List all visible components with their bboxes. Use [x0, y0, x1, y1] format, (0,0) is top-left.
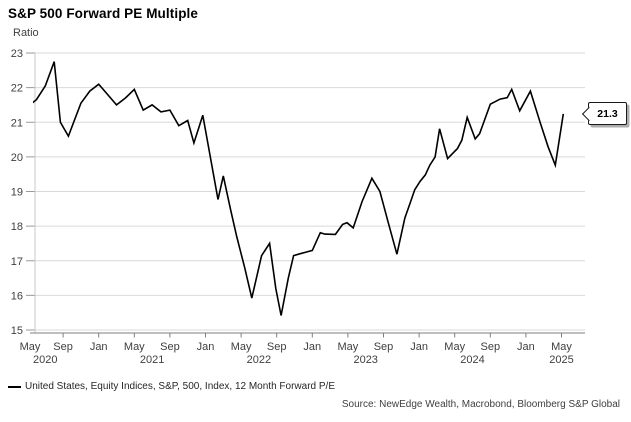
y-tick-label-21: 21 — [11, 117, 23, 129]
y-tick-label-23: 23 — [11, 48, 23, 60]
latest-value-text: 21.3 — [597, 107, 618, 120]
x-month-label-6: May — [231, 341, 252, 353]
x-year-label-2025: 2025 — [549, 354, 573, 366]
x-month-label-15: May — [551, 341, 572, 353]
chart-title: S&P 500 Forward PE Multiple — [8, 6, 198, 21]
y-tick-label-18: 18 — [11, 221, 23, 233]
x-year-label-2022: 2022 — [247, 354, 271, 366]
x-month-label-2: Jan — [90, 341, 108, 353]
x-month-label-4: Sep — [160, 341, 180, 353]
latest-value-callout: 21.3 — [588, 102, 627, 126]
plot-area: 23 22 21 20 19 18 17 16 15 May Sep Jan May Sep Jan May S… — [11, 48, 585, 366]
y-tick-label-15: 15 — [11, 325, 23, 337]
x-month-label-9: May — [338, 341, 359, 353]
x-year-label-2020: 2020 — [33, 354, 57, 366]
x-month-label-3: May — [124, 341, 145, 353]
y-tick-label-17: 17 — [11, 256, 23, 268]
x-month-label-5: Jan — [197, 341, 215, 353]
x-month-label-8: Jan — [303, 341, 321, 353]
x-month-label-14: Jan — [517, 341, 535, 353]
x-month-label-10: Sep — [374, 341, 394, 353]
x-month-label-1: Sep — [53, 341, 73, 353]
x-year-label-2024: 2024 — [460, 354, 484, 366]
y-tick-label-20: 20 — [11, 152, 23, 164]
legend-series-label: United States, Equity Indices, S&P, 500,… — [25, 381, 335, 392]
x-month-label-12: May — [444, 341, 465, 353]
y-tick-label-19: 19 — [11, 187, 23, 199]
x-year-label-2023: 2023 — [353, 354, 377, 366]
x-month-label-7: Sep — [267, 341, 287, 353]
legend: United States, Equity Indices, S&P, 500,… — [8, 381, 335, 392]
x-month-label-0: May — [20, 341, 41, 353]
y-tick-label-22: 22 — [11, 83, 23, 95]
legend-line-marker — [8, 385, 21, 388]
y-tick-label-16: 16 — [11, 290, 23, 302]
y-axis-unit-label: Ratio — [13, 27, 39, 39]
source-attribution: Source: NewEdge Wealth, Macrobond, Bloom… — [341, 399, 620, 410]
x-month-label-11: Jan — [410, 341, 428, 353]
series-line-forward-pe — [33, 61, 565, 316]
x-year-label-2021: 2021 — [140, 354, 164, 366]
x-month-label-13: Sep — [481, 341, 501, 353]
